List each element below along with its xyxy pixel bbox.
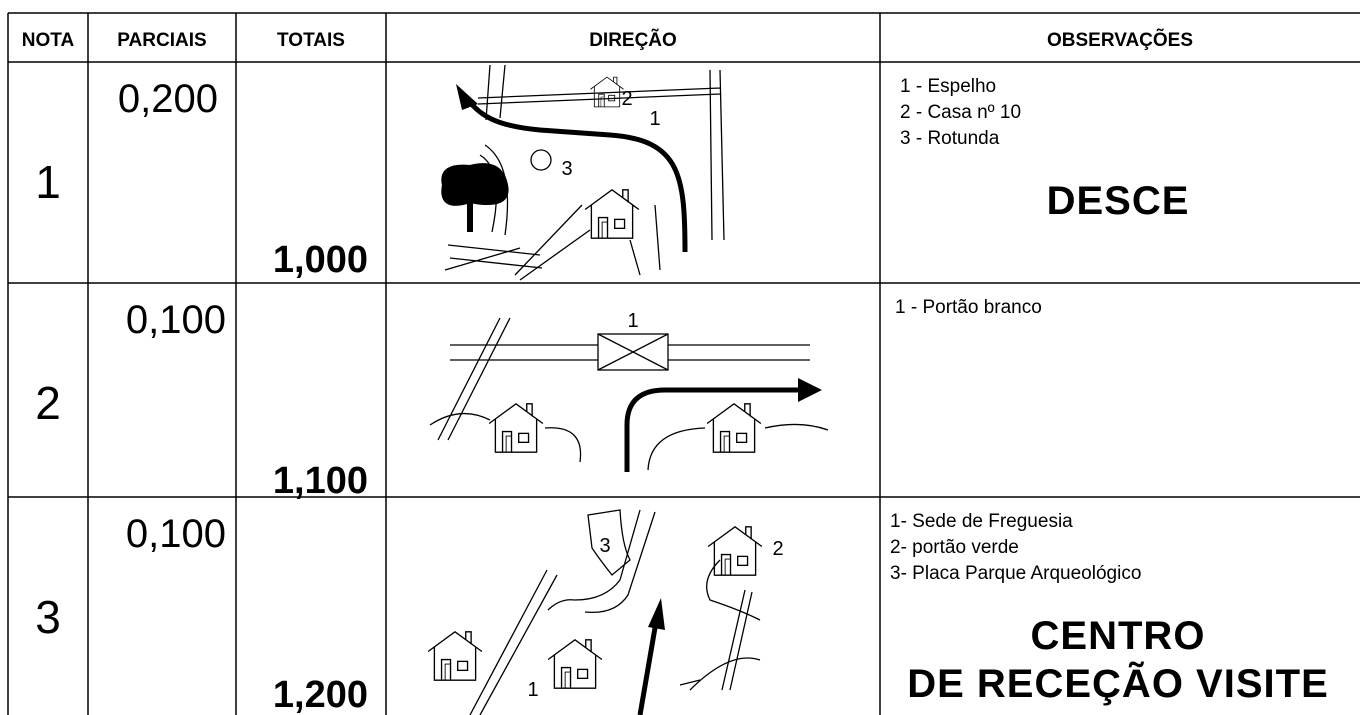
column-header: OBSERVAÇÕES bbox=[1047, 29, 1193, 51]
nota: 2 bbox=[35, 377, 61, 429]
drawing-stroke bbox=[637, 621, 659, 715]
table-grid bbox=[7, 12, 1360, 715]
total-distance: 1,000 bbox=[273, 239, 368, 281]
house-icon bbox=[584, 189, 640, 239]
diagram-label: 3 bbox=[561, 158, 572, 180]
column-header: NOTA bbox=[22, 30, 75, 51]
diagram-label: 1 bbox=[527, 679, 538, 701]
instruction: DESCE bbox=[1047, 179, 1190, 223]
house-icon bbox=[488, 403, 544, 453]
nota: 1 bbox=[35, 156, 61, 208]
total-distance: 1,200 bbox=[273, 674, 368, 715]
drawing-stroke bbox=[469, 509, 761, 715]
house-icon bbox=[547, 639, 603, 689]
note: 3 - Rotunda bbox=[900, 128, 1000, 149]
drawing-stroke bbox=[456, 84, 478, 110]
column-header: PARCIAIS bbox=[117, 30, 206, 51]
note: 1 - Portão branco bbox=[895, 297, 1042, 318]
house-icon bbox=[706, 403, 762, 453]
drawing-stroke bbox=[798, 378, 822, 402]
note: 2- portão verde bbox=[890, 537, 1019, 558]
note: 1- Sede de Freguesia bbox=[890, 511, 1073, 532]
drawing-stroke bbox=[466, 98, 688, 253]
diagram-label: 2 bbox=[772, 538, 783, 560]
diagram-label: 1 bbox=[649, 108, 660, 130]
note: 1 - Espelho bbox=[900, 76, 996, 97]
instruction: DE RECEÇÃO VISITE bbox=[907, 660, 1329, 706]
diagram-label: 1 bbox=[627, 310, 638, 332]
drawing-stroke bbox=[477, 64, 725, 241]
partial-distance: 0,100 bbox=[126, 512, 226, 556]
house-icon bbox=[707, 526, 763, 576]
total-distance: 1,100 bbox=[273, 460, 368, 502]
partial-distance: 0,100 bbox=[126, 298, 226, 342]
drawing-stroke bbox=[530, 149, 552, 171]
note: 2 - Casa nº 10 bbox=[900, 102, 1021, 123]
note: 3- Placa Parque Arqueológico bbox=[890, 563, 1141, 584]
diagram-2 bbox=[429, 317, 829, 472]
column-header: TOTAIS bbox=[277, 30, 345, 51]
drawing-stroke bbox=[624, 387, 800, 472]
drawing-stroke bbox=[597, 333, 669, 371]
partial-distance: 0,200 bbox=[118, 77, 218, 121]
drawing-stroke bbox=[648, 598, 665, 630]
column-header: DIREÇÃO bbox=[589, 29, 677, 51]
drawing-stroke bbox=[597, 333, 669, 371]
drawing-stroke bbox=[587, 509, 631, 576]
diagram-label: 3 bbox=[599, 535, 610, 557]
diagram-1 bbox=[441, 64, 725, 281]
house-icon bbox=[427, 631, 483, 681]
drawing-stroke bbox=[437, 317, 810, 441]
nota: 3 bbox=[35, 591, 61, 643]
diagram-label: 2 bbox=[621, 88, 632, 110]
drawing-stroke bbox=[441, 163, 509, 232]
instruction: CENTRO bbox=[1031, 614, 1206, 658]
drawing-stroke bbox=[429, 412, 829, 471]
diagram-3 bbox=[427, 509, 763, 715]
